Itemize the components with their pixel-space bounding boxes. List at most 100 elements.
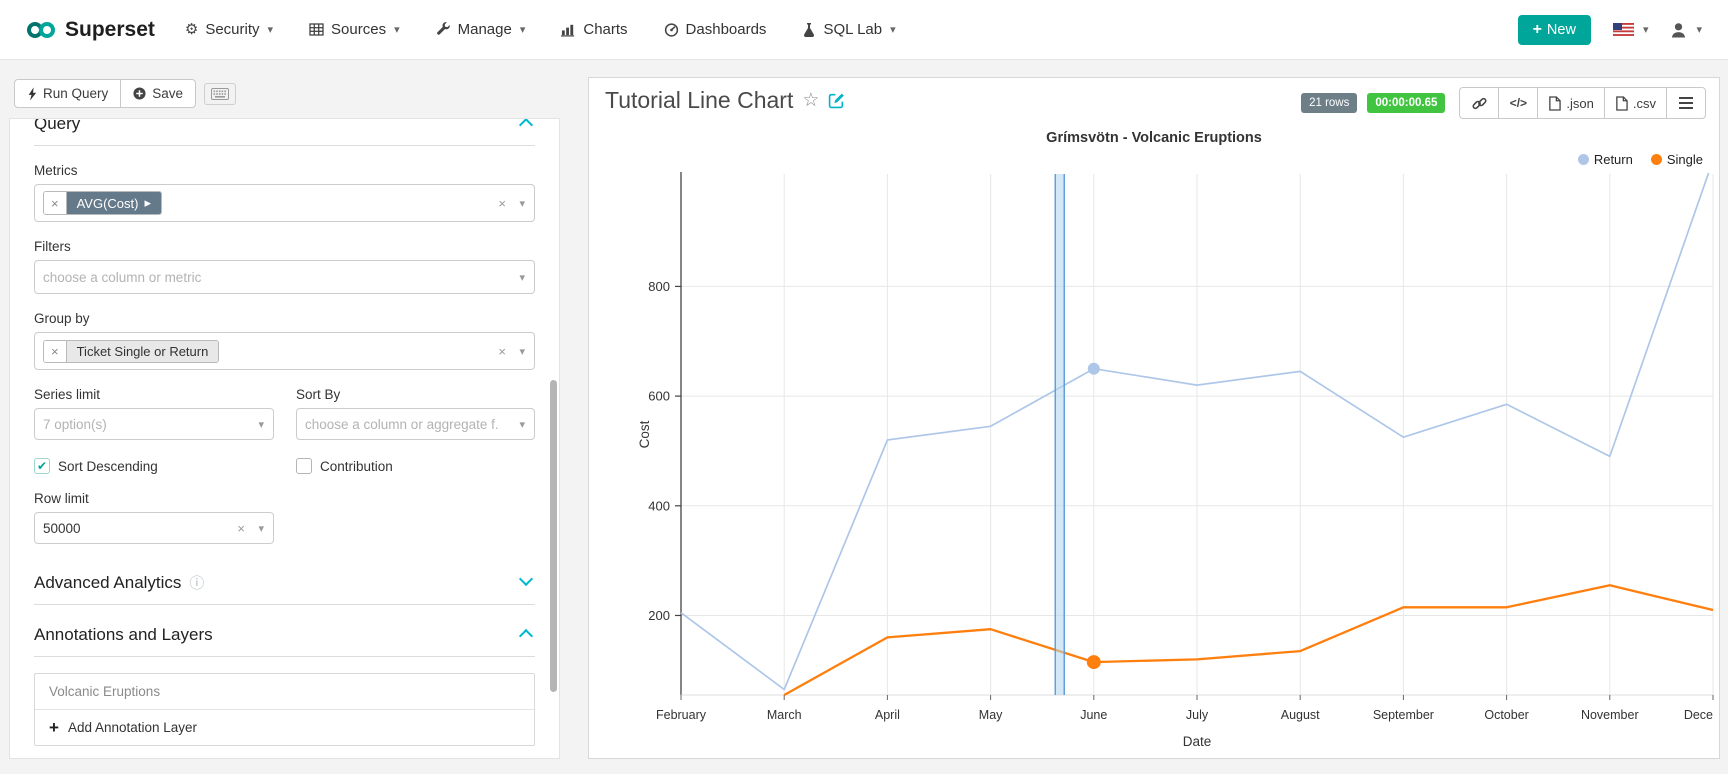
- chevron-down-icon: ▾: [1642, 24, 1649, 36]
- metrics-select[interactable]: × AVG(Cost) ▸ × ▾: [34, 184, 535, 222]
- nav-security[interactable]: ⚙ Security ▾: [185, 21, 273, 38]
- panel-scrollbar[interactable]: [550, 380, 557, 692]
- chevron-down-icon[interactable]: ▾: [519, 271, 525, 284]
- svg-text:600: 600: [648, 389, 670, 404]
- add-annotation-layer-button[interactable]: + Add Annotation Layer: [35, 710, 534, 745]
- svg-text:November: November: [1581, 708, 1639, 722]
- nav-label: Manage: [457, 21, 512, 38]
- nav-manage[interactable]: Manage ▾: [436, 21, 526, 38]
- chevron-down-icon: ▾: [890, 24, 896, 36]
- contribution-label: Contribution: [320, 458, 393, 474]
- plus-icon: +: [1532, 20, 1542, 38]
- legend-label: Single: [1666, 152, 1703, 167]
- sort-descending-checkbox[interactable]: ✔ Sort Descending: [34, 458, 296, 474]
- row-limit-value: 50000: [43, 520, 81, 536]
- svg-text:March: March: [767, 708, 802, 722]
- chevron-down-icon: ▾: [267, 24, 274, 36]
- svg-text:200: 200: [648, 608, 670, 623]
- row-limit-select[interactable]: 50000 × ▾: [34, 512, 274, 544]
- favorite-star-icon[interactable]: ☆: [802, 90, 820, 111]
- svg-text:400: 400: [648, 498, 670, 513]
- run-query-button[interactable]: Run Query: [14, 79, 122, 108]
- annotations-section-header[interactable]: Annotations and Layers: [34, 625, 535, 657]
- svg-text:February: February: [656, 708, 707, 722]
- sort-by-select[interactable]: choose a column or aggregate f. ▾: [296, 408, 535, 440]
- svg-text:Dece: Dece: [1684, 708, 1713, 722]
- contribution-checkbox[interactable]: ✔ Contribution: [296, 458, 393, 474]
- superset-logo[interactable]: Superset: [26, 18, 155, 42]
- query-toolbar: Run Query Save: [14, 79, 237, 108]
- chevron-down-icon: ▾: [519, 24, 526, 36]
- remove-token-icon[interactable]: ×: [44, 192, 67, 214]
- nav-label: SQL Lab: [823, 21, 883, 38]
- table-icon: [309, 23, 324, 36]
- clear-icon[interactable]: ×: [498, 343, 506, 359]
- series-limit-label: Series limit: [34, 387, 101, 402]
- svg-text:800: 800: [648, 279, 670, 294]
- query-section-header[interactable]: Query: [34, 119, 535, 146]
- limit-sort-row: Series limit 7 option(s) ▾ Sort By choos…: [34, 370, 535, 440]
- collapse-icon[interactable]: [518, 628, 534, 644]
- embed-code-button[interactable]: </>: [1498, 87, 1539, 119]
- chart-menu-button[interactable]: [1666, 87, 1706, 119]
- svg-text:May: May: [979, 708, 1003, 722]
- nav-label: Charts: [583, 21, 628, 38]
- chevron-down-icon: ▾: [1696, 24, 1702, 36]
- save-label: Save: [152, 86, 184, 101]
- sort-by-placeholder: choose a column or aggregate f.: [305, 416, 499, 432]
- chevron-down-icon[interactable]: ▾: [519, 197, 525, 210]
- clear-icon[interactable]: ×: [237, 520, 245, 536]
- edit-icon[interactable]: [828, 92, 845, 109]
- new-button[interactable]: + New: [1517, 14, 1591, 45]
- chart-header: Tutorial Line Chart ☆ 21 rows 00:00:00.6…: [589, 78, 1719, 119]
- collapse-icon[interactable]: [518, 119, 534, 133]
- clear-icon[interactable]: ×: [498, 195, 506, 211]
- expand-icon[interactable]: [518, 571, 534, 587]
- keyboard-shortcut-button[interactable]: [204, 82, 237, 105]
- legend-label: Return: [1593, 152, 1633, 167]
- legend-item-single[interactable]: Single: [1650, 152, 1703, 167]
- new-button-label: New: [1546, 21, 1576, 38]
- export-csv-button[interactable]: .csv: [1603, 87, 1667, 119]
- export-json-button[interactable]: .json: [1537, 87, 1605, 119]
- run-query-label: Run Query: [43, 86, 109, 101]
- annotations-title: Annotations and Layers: [34, 625, 213, 644]
- chevron-down-icon[interactable]: ▾: [258, 418, 264, 431]
- group-by-token[interactable]: × Ticket Single or Return: [43, 339, 220, 363]
- language-selector[interactable]: ▾: [1612, 23, 1649, 36]
- series-limit-select[interactable]: 7 option(s) ▾: [34, 408, 274, 440]
- nav-dashboards[interactable]: Dashboards: [664, 21, 766, 38]
- group-by-token-label: Ticket Single or Return: [76, 343, 209, 359]
- plus-icon: +: [49, 717, 59, 737]
- remove-token-icon[interactable]: ×: [44, 340, 67, 362]
- legend-item-return[interactable]: Return: [1577, 152, 1633, 167]
- save-button[interactable]: Save: [120, 79, 197, 108]
- chart-title-row: Tutorial Line Chart ☆: [605, 87, 845, 114]
- advanced-analytics-header[interactable]: Advanced Analytics ⓘ: [34, 571, 535, 605]
- file-icon: [1616, 95, 1628, 111]
- nav-sources[interactable]: Sources ▾: [309, 21, 400, 38]
- chart-title: Tutorial Line Chart: [605, 87, 794, 113]
- nav-sql-lab[interactable]: SQL Lab ▾: [802, 21, 896, 38]
- export-button-group: </> .json .csv: [1459, 87, 1706, 119]
- nav-menu: ⚙ Security ▾ Sources ▾ Manage ▾ Charts D…: [185, 21, 896, 38]
- hamburger-icon: [1679, 97, 1693, 109]
- annotation-layer-item[interactable]: Volcanic Eruptions: [35, 674, 534, 710]
- nav-right: + New ▾ ▾: [1517, 14, 1702, 45]
- chevron-down-icon[interactable]: ▾: [519, 418, 525, 431]
- bar-chart-icon: [561, 24, 575, 37]
- file-icon: [1549, 95, 1562, 111]
- chevron-down-icon: ▾: [394, 24, 400, 36]
- line-chart-canvas[interactable]: 200 400 600 800 February March April May June Jul…: [589, 78, 1719, 758]
- nav-charts[interactable]: Charts: [561, 21, 628, 38]
- metric-token[interactable]: × AVG(Cost) ▸: [43, 191, 163, 215]
- wrench-icon: [436, 22, 450, 35]
- user-menu[interactable]: ▾: [1670, 22, 1702, 38]
- filters-select[interactable]: choose a column or metric ▾: [34, 260, 535, 294]
- chevron-down-icon[interactable]: ▾: [258, 522, 264, 535]
- metrics-label: Metrics: [34, 163, 78, 178]
- us-flag-icon: [1612, 23, 1634, 36]
- group-by-select[interactable]: × Ticket Single or Return × ▾: [34, 332, 535, 370]
- chevron-down-icon[interactable]: ▾: [519, 345, 525, 358]
